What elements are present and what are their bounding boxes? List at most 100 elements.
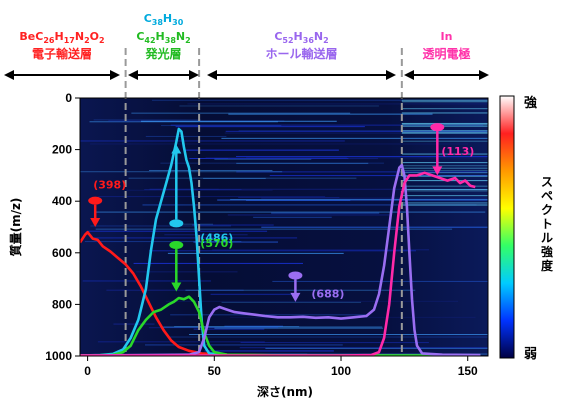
heatmap-streak (203, 177, 266, 179)
layer-span-arrowhead (207, 70, 217, 80)
colorbar: 強弱 スペクトル強度 (499, 95, 554, 362)
heatmap-streak (148, 327, 279, 329)
x-tick-label: 150 (458, 364, 478, 378)
series-label: (113) (441, 145, 474, 158)
x-tick-label: 0 (84, 364, 91, 378)
heatmap-streak (170, 124, 484, 126)
heatmap-streak (227, 214, 390, 216)
y-tick-label: 800 (52, 297, 72, 311)
layer-span-arrowhead (4, 70, 14, 80)
heatmap-streak (227, 158, 378, 160)
heatmap-streak (401, 108, 488, 110)
marker-arrow-head (290, 292, 301, 302)
series-lines (80, 127, 481, 356)
marker-ellipse (169, 219, 184, 228)
y-tick-label: 0 (65, 91, 72, 105)
heatmap-streak (228, 113, 433, 115)
heatmap-streak (128, 177, 357, 179)
heatmap-streak (170, 314, 369, 316)
heatmap-streak (401, 175, 488, 177)
heatmap-streak (87, 230, 268, 232)
heatmap-streak (95, 228, 453, 230)
heatmap-streak (238, 196, 340, 198)
marker-ellipse (288, 271, 303, 280)
heatmap-streak (401, 122, 488, 124)
heatmap-streak (179, 105, 379, 107)
layer-formula: C38H30 (144, 12, 184, 27)
heatmap-streak (224, 132, 477, 134)
heatmap-streak (141, 120, 337, 122)
axes: 0 200 400 600 800 1000 0 50 100 150 (45, 91, 489, 378)
heatmap-streak (401, 185, 488, 187)
heatmap-streak (238, 130, 488, 132)
x-tick-label: 50 (208, 364, 222, 378)
heatmap-streak (131, 112, 351, 114)
heatmap-streak (167, 252, 344, 254)
series-label: (688) (311, 288, 344, 301)
y-tick-label: 400 (52, 194, 72, 208)
heatmap-streak (246, 157, 347, 159)
layer-boundaries (124, 48, 403, 356)
heatmap-streak (401, 130, 488, 132)
series-line (80, 295, 481, 356)
heatmap-streak (151, 99, 403, 101)
heatmap-streak (401, 165, 488, 167)
heatmap-streak (401, 162, 488, 164)
marker-ellipse (169, 241, 184, 250)
y-axis-label: 質量(m/z) (8, 198, 23, 257)
heatmap-streak (401, 101, 488, 103)
heatmap-streak (401, 132, 488, 134)
heatmap-streak (401, 140, 488, 142)
series-markers: (398) (486)(570) (688) (113) (88, 123, 474, 302)
heatmap-streaks (80, 99, 488, 355)
heatmap-streak (261, 197, 488, 199)
heatmap-streak (185, 149, 339, 151)
heatmap-streak (205, 157, 488, 159)
heatmap-streak (240, 342, 429, 344)
heatmap-streak (90, 225, 232, 227)
colorbar-label: スペクトル強度 (541, 175, 554, 273)
heatmap-streak (401, 175, 488, 177)
heatmap-streak (271, 212, 380, 214)
heatmap-streak (401, 169, 488, 171)
colorbar-bottom-label: 弱 (524, 346, 537, 362)
heatmap-streak (253, 216, 332, 218)
heatmap-streak (214, 158, 312, 160)
heatmap-streak (224, 325, 283, 327)
heatmap-streak (210, 293, 300, 295)
layer-formula: In (441, 30, 453, 43)
heatmap-streak (113, 323, 155, 325)
y-tick-label: 600 (52, 246, 72, 260)
colorbar-gradient (499, 95, 515, 359)
heatmap-streak (97, 341, 265, 343)
heatmap-streak (236, 162, 369, 164)
heatmap-streak (401, 124, 488, 126)
heatmap-streak (160, 162, 384, 164)
heatmap-streak (401, 153, 488, 155)
layer-formula: BeC26H17N2O2 (19, 30, 104, 45)
heatmap-streak (246, 200, 351, 202)
marker-arrow-head (90, 218, 101, 227)
heatmap-streak (144, 344, 343, 346)
heatmap-streak (401, 189, 488, 191)
heatmap-streak (84, 241, 242, 243)
heatmap-streak (171, 353, 488, 355)
heatmap-streak (90, 237, 298, 239)
heatmap-streak (185, 289, 416, 291)
heatmap-streak (145, 135, 227, 137)
layer-name: 透明電極 (422, 46, 470, 61)
heatmap-streak (149, 169, 273, 171)
series-line (80, 163, 481, 356)
heatmap-streak (401, 167, 488, 169)
series-line (80, 171, 476, 356)
heatmap-streak (230, 198, 488, 200)
heatmap-streak (126, 189, 273, 191)
layer-name: ホール輸送層 (265, 46, 337, 61)
y-tick-label: 1000 (45, 349, 72, 363)
heatmap-streak (401, 190, 488, 192)
layer-span-arrowhead (479, 70, 489, 80)
marker-arrow-head (171, 144, 182, 154)
heatmap-streak (214, 327, 384, 329)
heatmap-streak (193, 328, 265, 330)
heatmap-streak (187, 103, 488, 105)
